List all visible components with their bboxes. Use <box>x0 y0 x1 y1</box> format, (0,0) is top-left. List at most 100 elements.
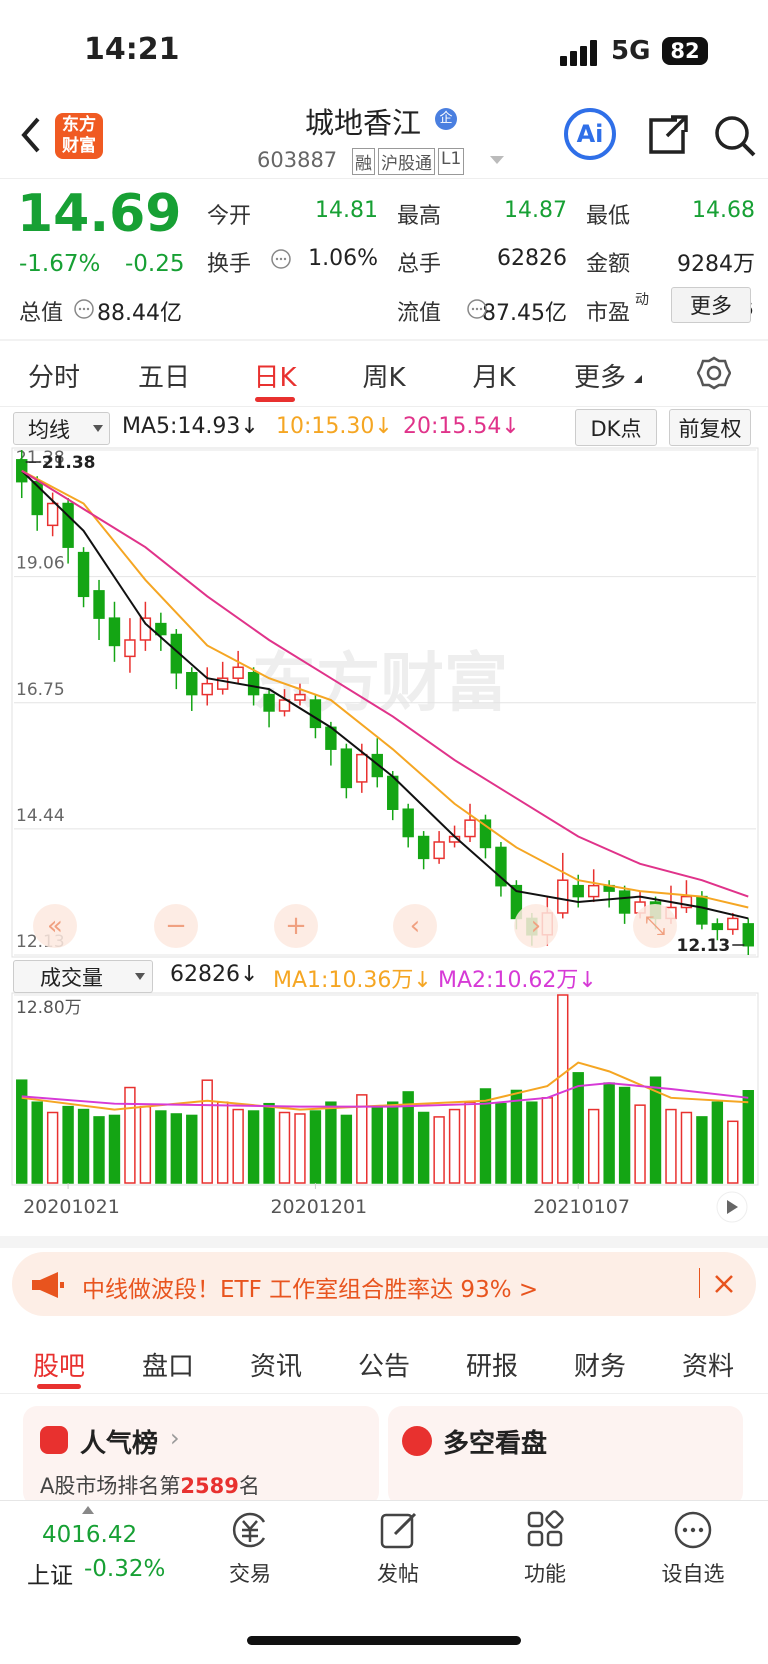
back-button[interactable] <box>18 115 44 155</box>
scroll-icon <box>727 1200 738 1214</box>
promo-banner[interactable] <box>12 1252 756 1316</box>
share-button[interactable] <box>647 114 689 156</box>
settings-button[interactable] <box>697 356 731 390</box>
candle-body <box>232 666 244 679</box>
sub-tab[interactable]: 资料 <box>681 1352 735 1382</box>
sub-tab[interactable]: 研报 <box>465 1352 519 1382</box>
tag: 融 <box>352 148 375 175</box>
dropdown-icon[interactable] <box>93 425 103 433</box>
candle-body <box>201 682 213 696</box>
volume-bar <box>634 1104 646 1184</box>
tab[interactable]: 五日 <box>137 363 191 393</box>
tab[interactable]: 更多 <box>573 363 627 393</box>
sub-tab[interactable]: 盘口 <box>141 1352 195 1382</box>
info-icon[interactable] <box>466 298 488 320</box>
candle-body <box>356 753 368 783</box>
index-name[interactable]: 上证 <box>27 1563 73 1589</box>
candle-body <box>294 693 306 701</box>
candle-body <box>572 884 584 898</box>
volume-bar <box>216 1101 229 1184</box>
candle-body <box>742 923 754 947</box>
nav-label[interactable]: 设自选 <box>661 1562 725 1586</box>
ma10-label: 10:15.30↓ <box>276 414 393 439</box>
sub-tab[interactable]: 资讯 <box>249 1352 303 1382</box>
info-icon[interactable] <box>270 248 292 270</box>
function-icon[interactable] <box>526 1510 566 1550</box>
zoom-button[interactable] <box>154 904 198 948</box>
tab[interactable]: 周K <box>362 363 406 393</box>
vol-ma2-label: MA2:10.62万↓ <box>438 968 597 993</box>
more-button[interactable]: 更多 <box>671 287 751 323</box>
view-icon <box>402 1426 432 1456</box>
volume-bar <box>727 1120 739 1184</box>
banner-text[interactable]: 中线做波段！ETF 工作室组合胜率达 93% > <box>82 1277 539 1303</box>
candle-body <box>727 917 739 931</box>
volume-bar <box>510 1089 523 1184</box>
field-value: 9284万 <box>677 252 755 277</box>
chart-frame <box>11 447 759 958</box>
volume-selector[interactable]: 成交量 <box>13 960 153 993</box>
post-icon[interactable] <box>379 1510 419 1550</box>
volume-bar <box>603 1082 615 1184</box>
ai-button[interactable]: Ai <box>564 108 616 160</box>
max-label: 21.38 <box>42 453 96 473</box>
min-label: 12.13 <box>676 936 730 956</box>
volume-bar <box>186 1114 198 1184</box>
field-value: 88.44亿 <box>97 301 182 326</box>
candle-body <box>557 879 569 914</box>
index-value[interactable]: 4016.42 <box>42 1522 138 1548</box>
x-tick-label: 20201201 <box>270 1196 367 1218</box>
view-card[interactable] <box>388 1406 743 1506</box>
field-value: 14.68 <box>692 198 755 223</box>
sub-tab[interactable]: 股吧 <box>32 1352 86 1382</box>
dropdown-icon[interactable] <box>490 156 504 166</box>
zoom-button[interactable] <box>393 904 437 948</box>
dk-button[interactable]: DK点 <box>575 409 657 446</box>
candle-body <box>495 846 507 887</box>
volume-frame <box>11 992 759 1186</box>
volume-bar <box>541 1097 554 1184</box>
zoom-button[interactable] <box>514 904 558 948</box>
volume-bar <box>170 1113 183 1184</box>
watermark: 东方财富 <box>252 647 508 721</box>
zoom-button[interactable] <box>33 904 77 948</box>
rank-text: A股市场排名第2589名 <box>40 1470 260 1500</box>
volume-ma-line <box>21 1082 749 1108</box>
close-button[interactable] <box>714 1274 734 1294</box>
sub-tab[interactable]: 财务 <box>573 1352 627 1382</box>
volume-bar <box>495 1102 507 1184</box>
ma-selector[interactable]: 均线 <box>13 412 110 445</box>
field-value: 87.45亿 <box>482 301 567 326</box>
volume-bar <box>711 1101 724 1184</box>
watchlist-icon[interactable] <box>673 1510 713 1550</box>
search-button[interactable] <box>713 114 757 158</box>
chevron: › <box>170 1424 180 1452</box>
volume-bar <box>46 1111 59 1184</box>
sub-tab[interactable]: 公告 <box>357 1352 411 1382</box>
zoom-button[interactable] <box>633 904 677 948</box>
tab[interactable]: 日K <box>253 363 297 393</box>
zoom-button[interactable] <box>274 904 318 948</box>
hot-card[interactable] <box>23 1406 379 1506</box>
volume-bar <box>649 1076 662 1184</box>
nav-label[interactable]: 功能 <box>524 1562 566 1586</box>
index-change[interactable]: -0.32% <box>84 1556 166 1582</box>
adjust-button[interactable]: 前复权 <box>669 409 751 446</box>
y-tick-label: 21.38 <box>16 448 65 468</box>
kline-chart: 东方财富 21.3819.0616.7514.4412.1321.3812.13… <box>11 375 759 1223</box>
field-value: 62826 <box>497 246 567 271</box>
candle-body <box>155 622 167 636</box>
info-icon[interactable] <box>73 298 95 320</box>
status-time: 14:21 <box>84 32 180 67</box>
tab-underline <box>255 397 295 402</box>
tab[interactable]: 分时 <box>27 363 81 393</box>
volume-bar <box>232 1108 244 1184</box>
dropdown-icon[interactable] <box>135 973 145 981</box>
candle-body <box>46 502 59 527</box>
trade-icon[interactable] <box>230 1510 270 1550</box>
nav-label[interactable]: 交易 <box>229 1562 271 1586</box>
tab[interactable]: 月K <box>472 363 516 393</box>
nav-label[interactable]: 发帖 <box>377 1562 419 1586</box>
field-sup: 动 <box>635 292 649 308</box>
zoom-icon: + <box>285 911 307 941</box>
